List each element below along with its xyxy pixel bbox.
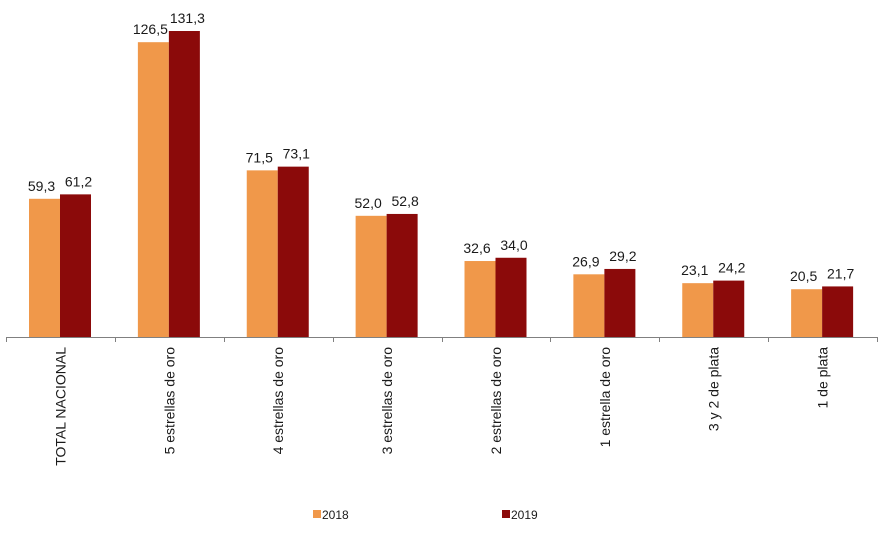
data-label: 21,7 — [827, 265, 854, 281]
data-label: 71,5 — [246, 149, 273, 165]
category-label: TOTAL NACIONAL — [52, 347, 68, 466]
category-label: 3 y 2 de plata — [706, 347, 722, 431]
data-label: 52,0 — [355, 195, 382, 211]
bar-2019 — [604, 268, 636, 337]
bar-2018 — [355, 215, 387, 337]
bar-2018 — [137, 42, 169, 338]
category-labels-group: TOTAL NACIONAL 5 estrellas de oro 4 estrel… — [52, 347, 830, 466]
bar-2018 — [791, 289, 823, 337]
bar-2018 — [682, 283, 714, 337]
bar-2019 — [713, 280, 745, 337]
bar-2019 — [386, 213, 418, 337]
data-label: 29,2 — [609, 248, 636, 264]
legend: 2018 2019 — [313, 508, 538, 522]
data-label: 23,1 — [681, 262, 708, 278]
data-label: 61,2 — [65, 173, 92, 189]
data-label: 26,9 — [572, 253, 599, 269]
data-label: 34,0 — [500, 237, 527, 253]
data-label: 59,3 — [28, 178, 55, 194]
data-label: 20,5 — [790, 268, 817, 284]
category-label: 1 de plata — [815, 347, 831, 409]
category-label: 5 estrellas de oro — [161, 347, 177, 455]
bar-2018 — [246, 170, 278, 337]
data-label: 73,1 — [283, 146, 310, 162]
data-label: 32,6 — [463, 240, 490, 256]
category-label: 3 estrellas de oro — [379, 347, 395, 455]
legend-label: 2018 — [322, 508, 349, 522]
legend-swatch-2019 — [502, 510, 510, 518]
category-label: 4 estrellas de oro — [270, 347, 286, 455]
bar-2019 — [168, 31, 200, 337]
x-axis-ticks — [6, 337, 878, 342]
bar-2018 — [29, 198, 60, 337]
bar-2019 — [277, 166, 309, 337]
legend-label: 2019 — [511, 508, 538, 522]
data-label: 131,3 — [170, 10, 205, 26]
data-label: 126,5 — [133, 21, 168, 37]
bar-2019 — [60, 194, 91, 337]
bar-2018 — [573, 274, 605, 337]
category-label: 2 estrellas de oro — [488, 347, 504, 455]
data-label: 52,8 — [392, 193, 419, 209]
bar-2019 — [495, 257, 527, 337]
legend-swatch-2018 — [313, 510, 321, 518]
bar-2018 — [464, 261, 496, 337]
bars-group — [29, 31, 854, 338]
data-label: 24,2 — [718, 260, 745, 276]
category-label: 1 estrella de oro — [597, 347, 613, 448]
bar-2019 — [822, 286, 854, 337]
